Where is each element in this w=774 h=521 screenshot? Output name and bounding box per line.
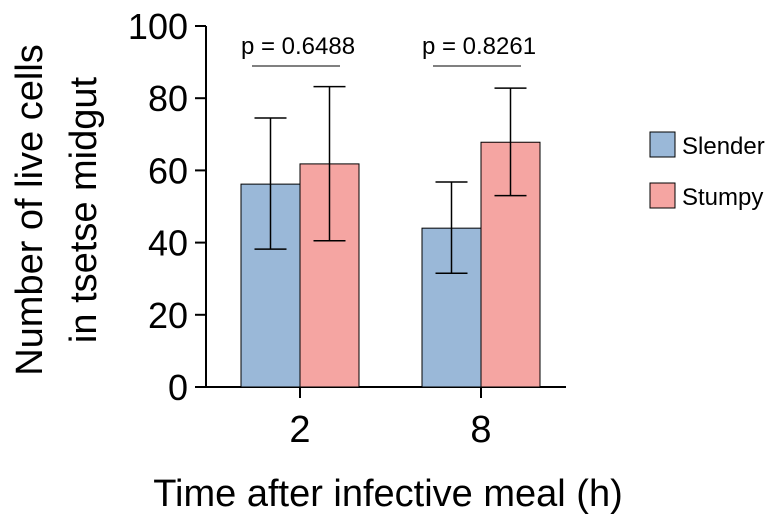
legend-swatch-slender [649,131,676,158]
p-value-label: p = 0.8261 [422,33,536,60]
y-tick-label: 100 [128,6,188,47]
p-value-annotations: p = 0.6488 p = 0.8261 [241,33,536,67]
y-tick-label: 40 [148,223,188,264]
legend-label-stumpy: Stumpy [682,184,763,211]
y-axis-title-line: in tsetse midgut [63,76,105,343]
legend-swatch-stumpy [649,182,676,209]
y-tick-label: 0 [168,367,188,408]
y-tick-label: 20 [148,295,188,336]
y-tick-label: 60 [148,150,188,191]
y-axis: 0 20 40 60 80 100 [128,6,207,408]
y-tick-label: 80 [148,78,188,119]
x-tick-label: 8 [470,409,491,451]
bar-slender-8 [421,227,482,388]
bars [240,141,541,388]
y-axis-title: Number of live cells in tsetse midgut [9,44,105,376]
y-axis-title-line: Number of live cells [9,44,51,376]
legend-label-slender: Slender [682,133,765,160]
x-axis-title: Time after infective meal (h) [153,473,623,515]
x-tick-label: 2 [289,409,310,451]
p-value-label: p = 0.6488 [241,33,355,60]
error-bars [254,85,527,275]
legend: Slender Stumpy [649,131,765,211]
